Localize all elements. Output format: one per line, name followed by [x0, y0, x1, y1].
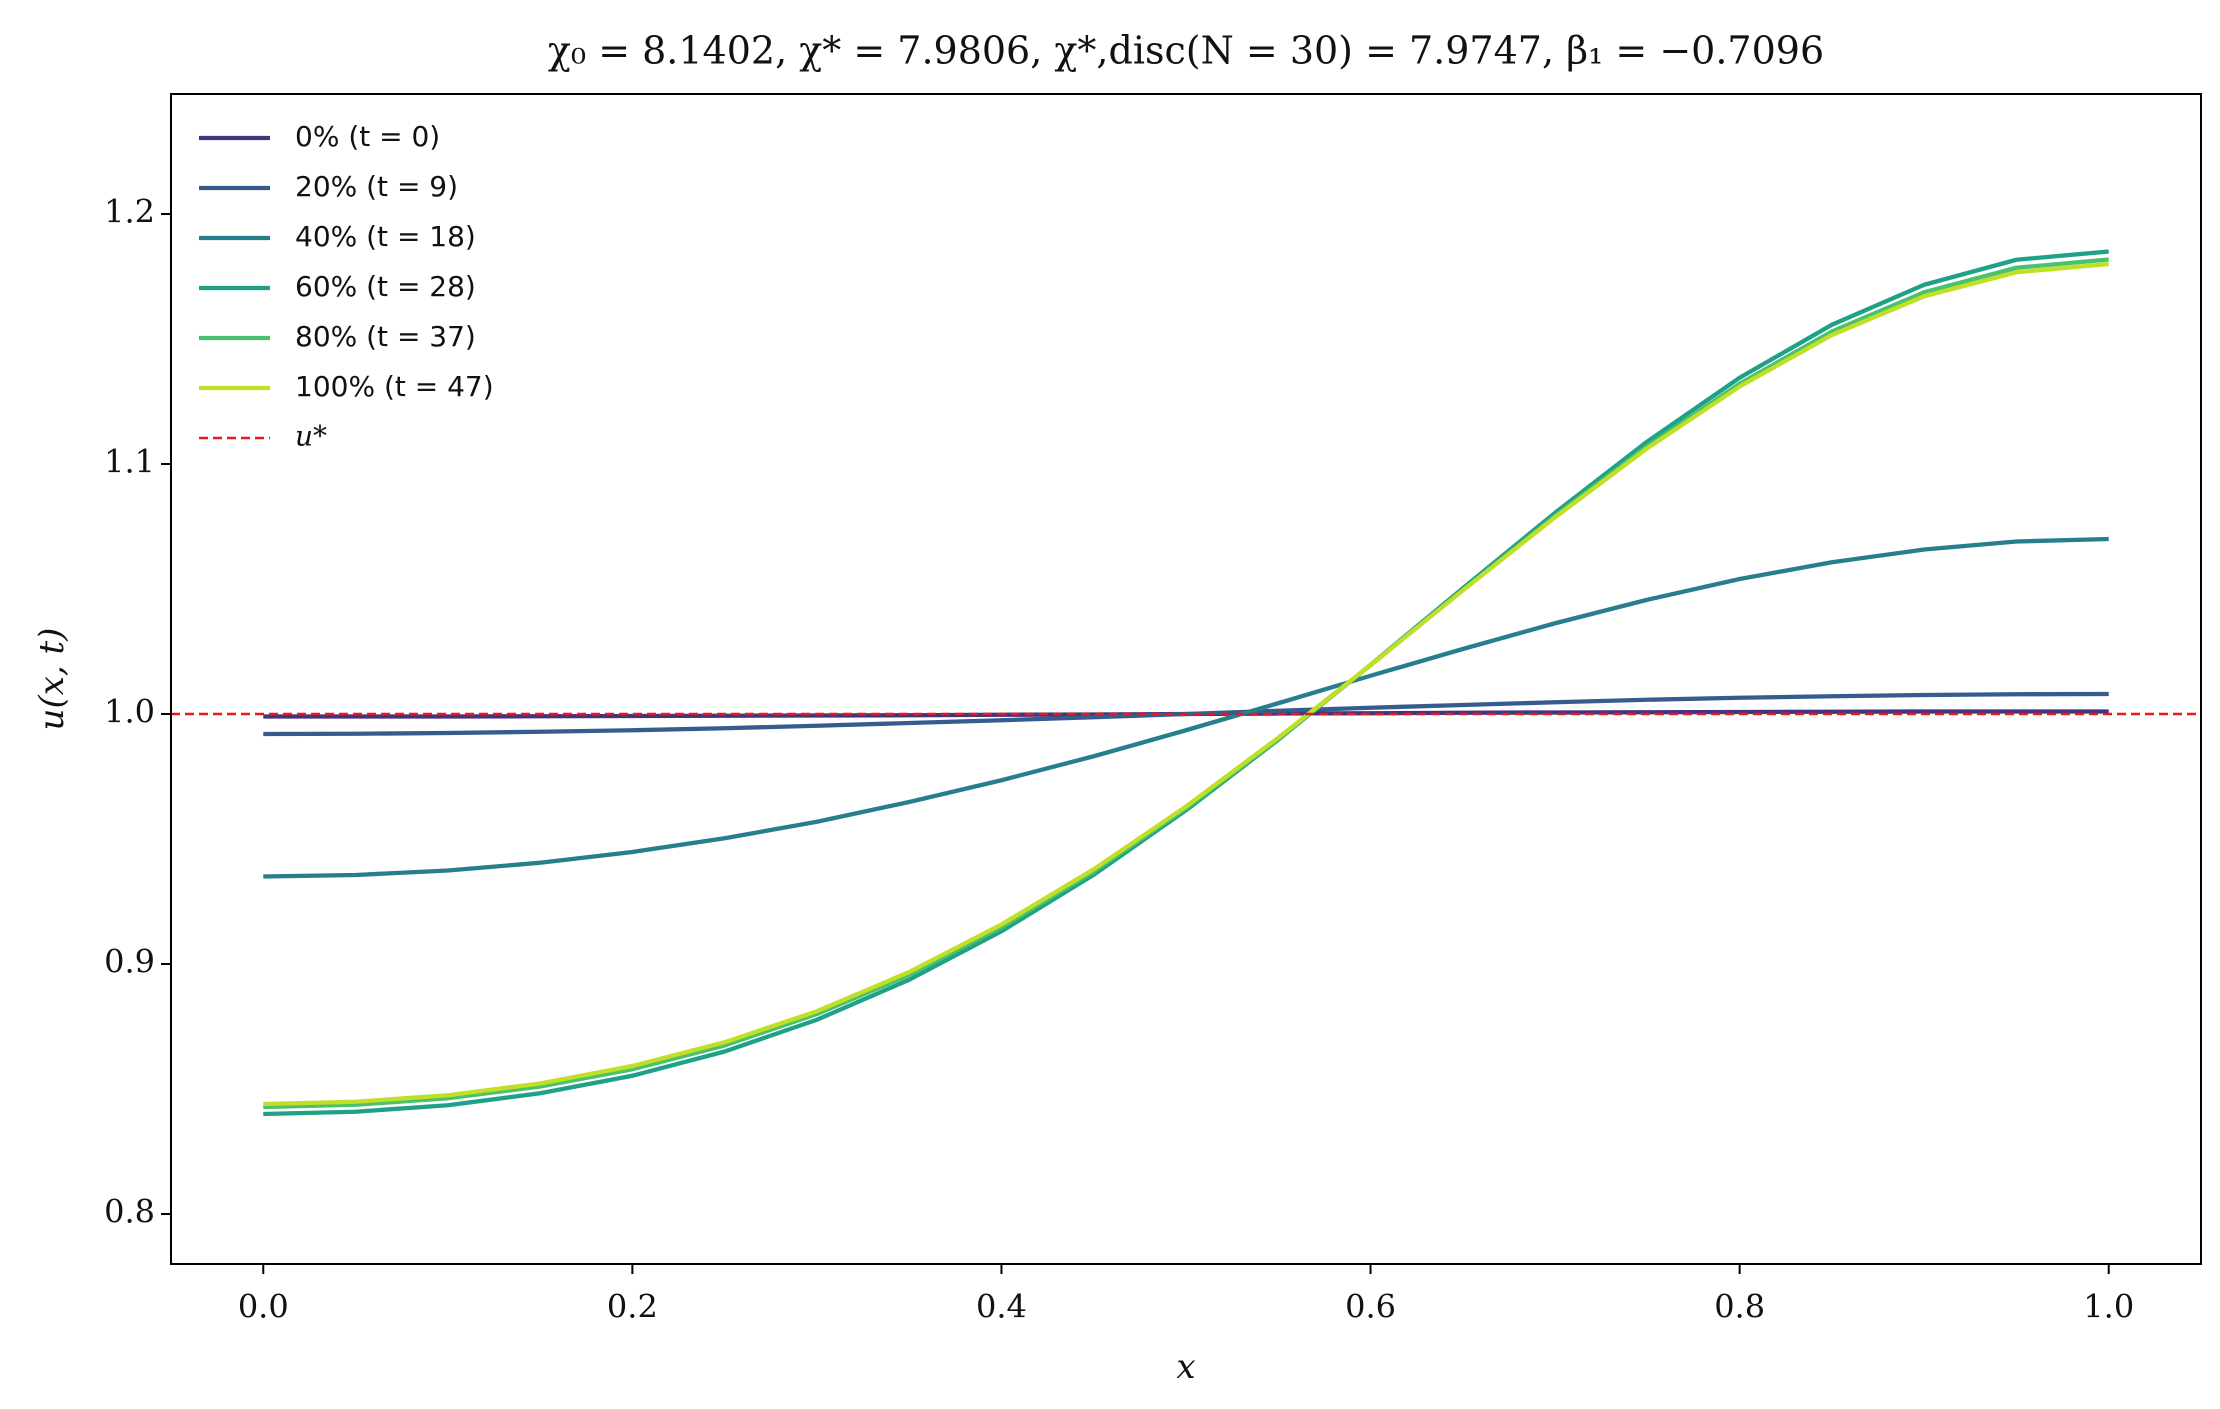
- chart-title: χ₀ = 8.1402, χ* = 7.9806, χ*,disc(N = 30…: [548, 29, 1824, 73]
- y-tick-label: 1.0: [104, 693, 155, 731]
- legend-label: u*: [295, 420, 327, 453]
- legend-label: 100% (t = 47): [295, 370, 494, 403]
- legend-label: 20% (t = 9): [295, 170, 458, 203]
- x-tick-label: 0.8: [1714, 1288, 1765, 1326]
- y-axis-label: u(x, t): [32, 628, 72, 731]
- plot-lines: [171, 249, 2201, 1117]
- legend-label: 80% (t = 37): [295, 320, 476, 353]
- series-line: [263, 536, 2109, 879]
- x-tick-label: 1.0: [2083, 1288, 2134, 1326]
- y-tick-label: 1.1: [104, 443, 155, 481]
- x-tick-label: 0.2: [607, 1288, 658, 1326]
- x-tick-label: 0.6: [1345, 1288, 1396, 1326]
- x-axis-label: x: [1176, 1347, 1195, 1387]
- y-tick-label: 0.8: [104, 1193, 155, 1231]
- y-tick-label: 1.2: [104, 193, 155, 231]
- legend-label: 0% (t = 0): [295, 120, 440, 153]
- y-tick-label: 0.9: [104, 943, 155, 981]
- legend-label: 40% (t = 18): [295, 220, 476, 253]
- x-tick-label: 0.4: [976, 1288, 1027, 1326]
- plot-frame: [170, 93, 2202, 1265]
- x-tick-label: 0.0: [238, 1288, 289, 1326]
- legend-label: 60% (t = 28): [295, 270, 476, 303]
- series-line: [263, 261, 2109, 1107]
